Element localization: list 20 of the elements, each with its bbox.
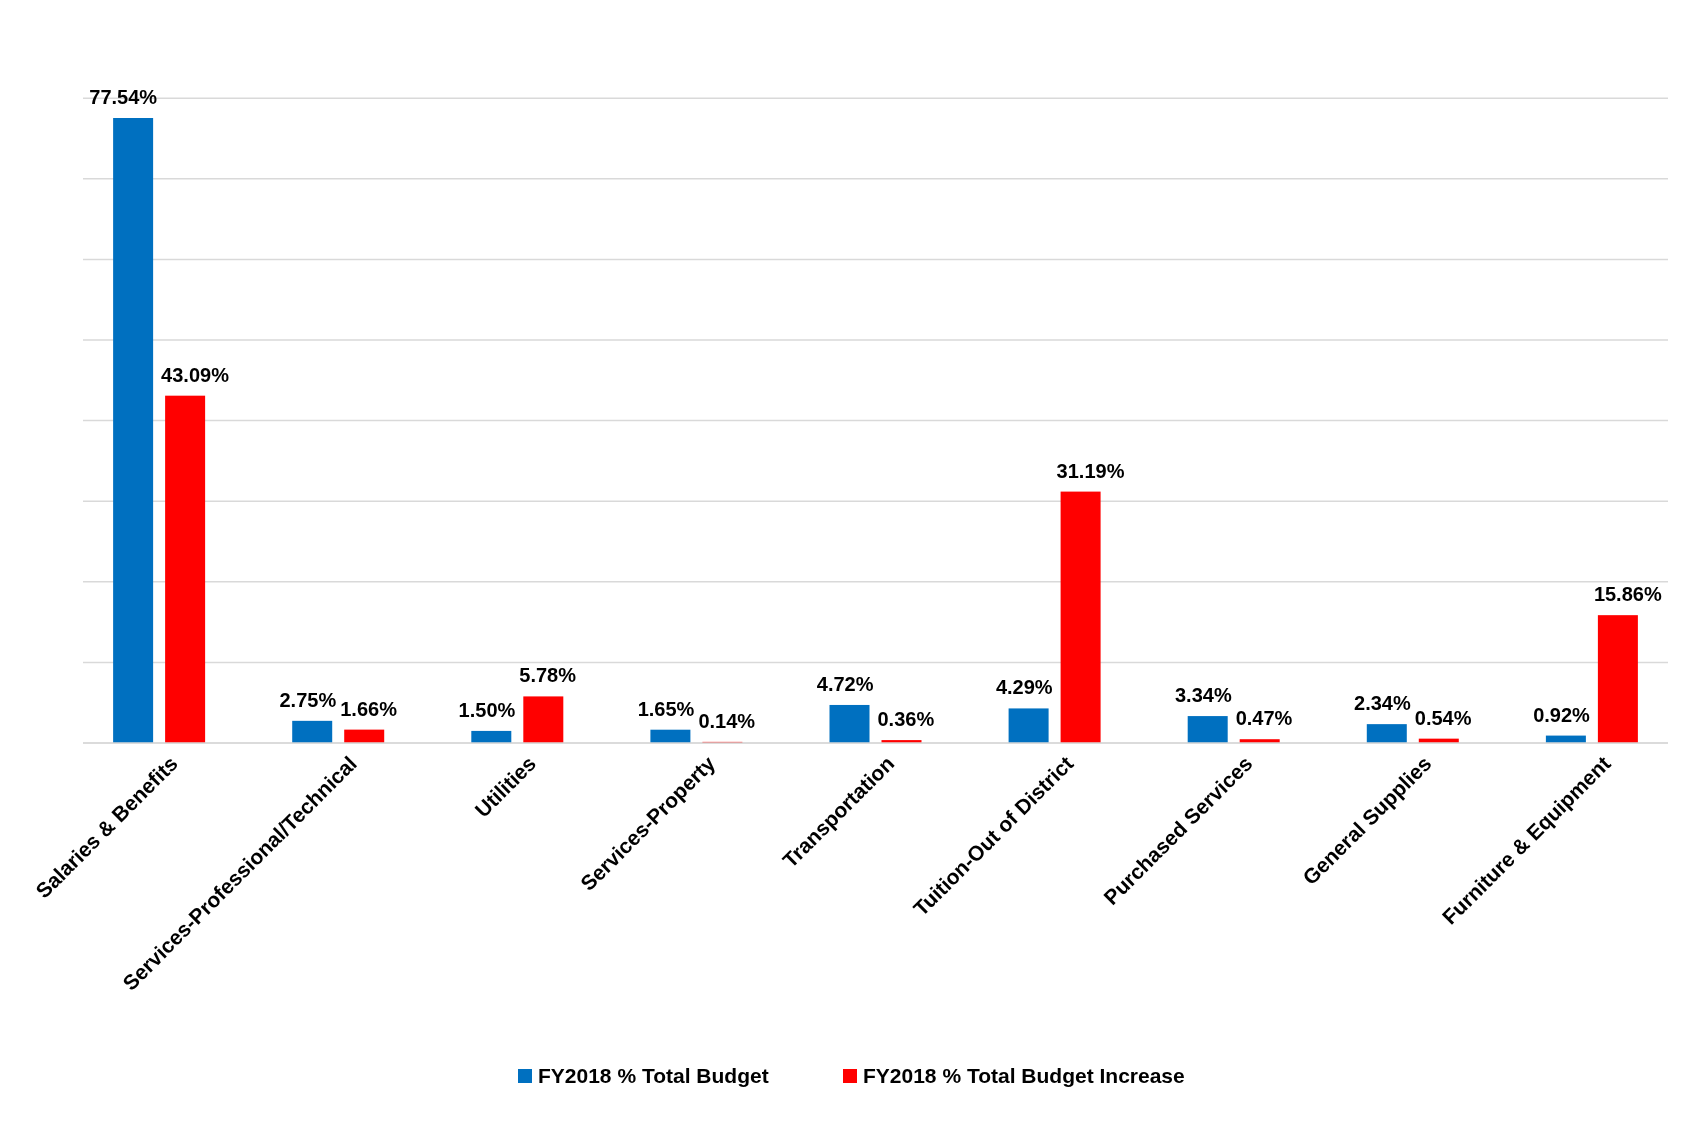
data-label: 1.65% — [637, 697, 695, 720]
data-label: 1.50% — [458, 698, 516, 721]
data-label: 3.34% — [1174, 684, 1232, 707]
data-label: 0.36% — [877, 708, 935, 731]
legend-label: FY2018 % Total Budget — [538, 1064, 769, 1087]
data-label: 0.54% — [1414, 706, 1472, 729]
data-label: 0.92% — [1533, 703, 1591, 726]
data-label: 77.54% — [89, 86, 158, 108]
data-label: 4.72% — [816, 672, 874, 695]
data-label: 0.47% — [1235, 707, 1293, 730]
data-label: 43.09% — [161, 363, 230, 386]
data-label: 2.34% — [1354, 692, 1411, 715]
data-label: 31.19% — [1056, 459, 1125, 482]
data-label: 2.75% — [279, 688, 337, 711]
data-label: 1.66% — [340, 697, 398, 720]
data-label: 4.29% — [995, 676, 1053, 699]
data-label: 0.14% — [698, 709, 756, 732]
data-label: 5.78% — [519, 664, 577, 687]
legend-label: FY2018 % Total Budget Increase — [863, 1064, 1185, 1087]
data-label: 15.86% — [1593, 583, 1662, 606]
